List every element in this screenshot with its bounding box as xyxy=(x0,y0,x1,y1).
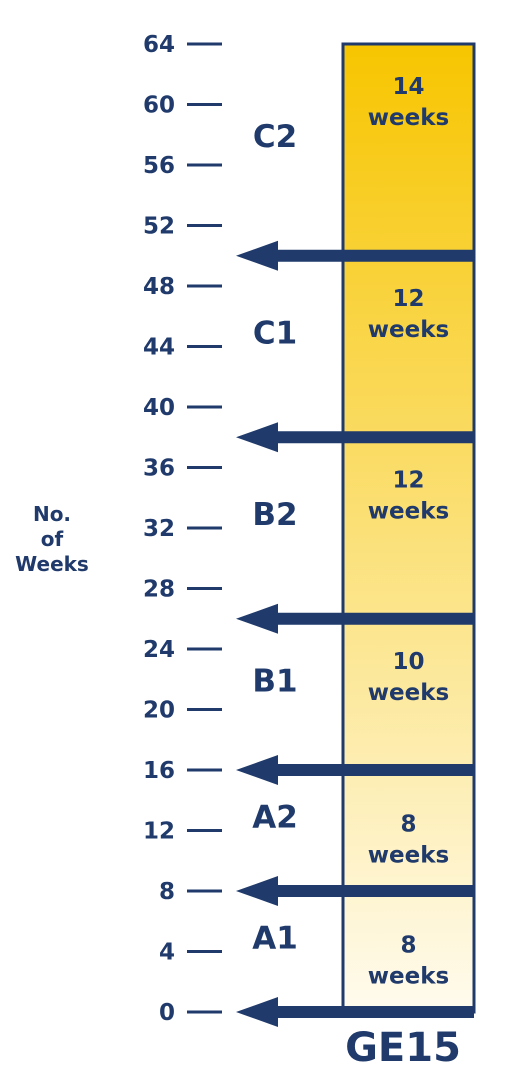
level-label-a1: A1 xyxy=(252,921,298,957)
y-tick-label: 8 xyxy=(159,879,175,905)
stage-start-arrow xyxy=(236,422,474,453)
y-axis-label: No. of Weeks xyxy=(15,502,89,576)
segment-weeks-value: 10 xyxy=(392,649,424,675)
stage-bar-a1 xyxy=(341,889,476,1014)
y-tick-label: 40 xyxy=(143,395,175,421)
y-tick-label: 16 xyxy=(143,758,175,784)
stage-bar-c2 xyxy=(341,42,476,258)
y-tick-label: 28 xyxy=(143,577,175,603)
level-label-b1: B1 xyxy=(252,663,297,699)
y-axis-label-line: No. xyxy=(33,502,71,526)
y-tick-label: 20 xyxy=(143,698,175,724)
y-tick-label: 60 xyxy=(143,93,175,119)
y-tick-label: 52 xyxy=(143,214,175,240)
y-tick-label: 0 xyxy=(159,1000,175,1026)
stage-start-arrow xyxy=(236,997,474,1027)
segment-weeks-unit: weeks xyxy=(368,105,449,131)
segment-weeks-unit: weeks xyxy=(368,964,449,990)
y-axis-label-line: Weeks xyxy=(15,552,89,576)
stage-start-arrow xyxy=(236,876,474,906)
segment-weeks-value: 12 xyxy=(392,286,424,312)
segment-weeks-value: 14 xyxy=(392,74,424,100)
stage-bar-b1 xyxy=(341,617,476,772)
segment-weeks-unit: weeks xyxy=(368,680,449,706)
segment-weeks-value: 8 xyxy=(400,933,416,959)
y-tick-label: 56 xyxy=(143,153,175,179)
y-tick-label: 64 xyxy=(143,32,175,58)
column-label: GE15 xyxy=(345,1025,461,1071)
segment-weeks-unit: weeks xyxy=(368,843,449,869)
segment-weeks-unit: weeks xyxy=(368,498,449,524)
segment-weeks-value: 8 xyxy=(400,812,416,838)
y-tick-label: 48 xyxy=(143,274,175,300)
level-label-a2: A2 xyxy=(252,800,298,836)
stage-bar-b2 xyxy=(341,435,476,621)
stage-start-arrow xyxy=(236,240,474,271)
level-label-c2: C2 xyxy=(253,119,297,155)
segment-weeks-unit: weeks xyxy=(368,317,449,343)
stage-bar-a2 xyxy=(341,768,476,893)
y-tick-label: 12 xyxy=(143,819,175,845)
stage-start-arrow xyxy=(236,755,474,785)
y-tick-label: 32 xyxy=(143,516,175,542)
segment-labels: 8 weeks 8 weeks 10 weeks 12 weeks 12 weeks 14 weeks xyxy=(368,74,449,990)
y-axis-label-line: of xyxy=(41,527,64,551)
stage-start-arrow xyxy=(236,603,474,634)
level-labels: A1 A2 B1 B2 C1 C2 xyxy=(252,119,298,957)
y-tick-label: 44 xyxy=(143,335,175,361)
stage-arrows xyxy=(236,240,474,1027)
level-label-b2: B2 xyxy=(252,497,297,533)
stage-column xyxy=(341,42,476,1014)
level-label-c1: C1 xyxy=(253,316,297,352)
stage-bar-c1 xyxy=(341,254,476,439)
y-tick-label: 24 xyxy=(143,637,175,663)
y-tick-label: 4 xyxy=(159,940,175,966)
segment-weeks-value: 12 xyxy=(392,467,424,493)
y-tick-label: 36 xyxy=(143,456,175,482)
